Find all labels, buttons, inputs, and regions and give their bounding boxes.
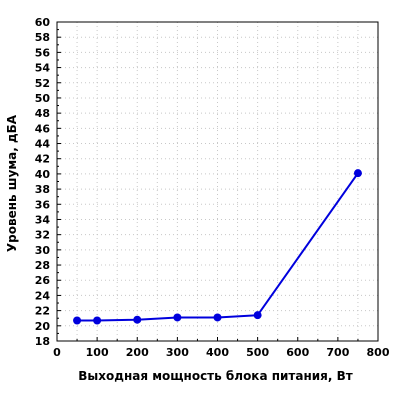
y-tick-label: 56 [35, 46, 51, 59]
x-axis-title: Выходная мощность блока питания, Вт [78, 369, 353, 383]
x-tick-labels: 0 100 200 300 400 500 600 700 800 [53, 346, 390, 359]
x-tick-label: 0 [53, 346, 61, 359]
y-tick-label: 60 [35, 16, 51, 29]
x-tick-label: 200 [126, 346, 149, 359]
data-point [213, 313, 222, 322]
x-tick-label: 100 [86, 346, 109, 359]
y-tick-label: 52 [35, 77, 50, 90]
y-axis-title: Уровень шума, дБА [5, 114, 19, 252]
y-tick-label: 30 [35, 244, 51, 257]
data-point [353, 169, 362, 178]
y-tick-label: 50 [35, 92, 51, 105]
y-tick-label: 28 [35, 259, 50, 272]
y-tick-label: 22 [35, 305, 50, 318]
y-tick-label: 46 [35, 122, 51, 135]
y-tick-label: 38 [35, 183, 50, 196]
ticks [56, 21, 379, 342]
x-tick-label: 700 [326, 346, 349, 359]
x-tick-label: 800 [367, 346, 390, 359]
y-tick-label: 44 [35, 138, 51, 151]
y-tick-label: 20 [35, 320, 51, 333]
y-tick-label: 24 [35, 289, 51, 302]
y-tick-label: 34 [35, 213, 51, 226]
data-point [73, 316, 82, 325]
y-tick-label: 48 [35, 107, 50, 120]
x-tick-label: 500 [246, 346, 269, 359]
y-tick-label: 32 [35, 229, 50, 242]
data-point [253, 311, 262, 320]
y-tick-label: 26 [35, 274, 51, 287]
y-tick-label: 40 [35, 168, 51, 181]
y-tick-label: 54 [35, 62, 51, 75]
x-tick-label: 600 [286, 346, 309, 359]
x-tick-label: 300 [166, 346, 189, 359]
x-tick-label: 400 [206, 346, 229, 359]
series-group [73, 169, 362, 325]
y-tick-labels: 18 20 22 24 26 28 30 32 34 36 38 40 42 44 46 48 50 52 54 56… [35, 16, 51, 348]
y-tick-label: 42 [35, 153, 50, 166]
y-tick-label: 58 [35, 31, 50, 44]
plot-frame [56, 21, 379, 342]
y-tick-label: 36 [35, 198, 51, 211]
grid [57, 22, 378, 341]
data-point [93, 316, 102, 325]
y-tick-label: 18 [35, 335, 50, 348]
data-point [173, 313, 182, 322]
data-point [133, 315, 142, 324]
